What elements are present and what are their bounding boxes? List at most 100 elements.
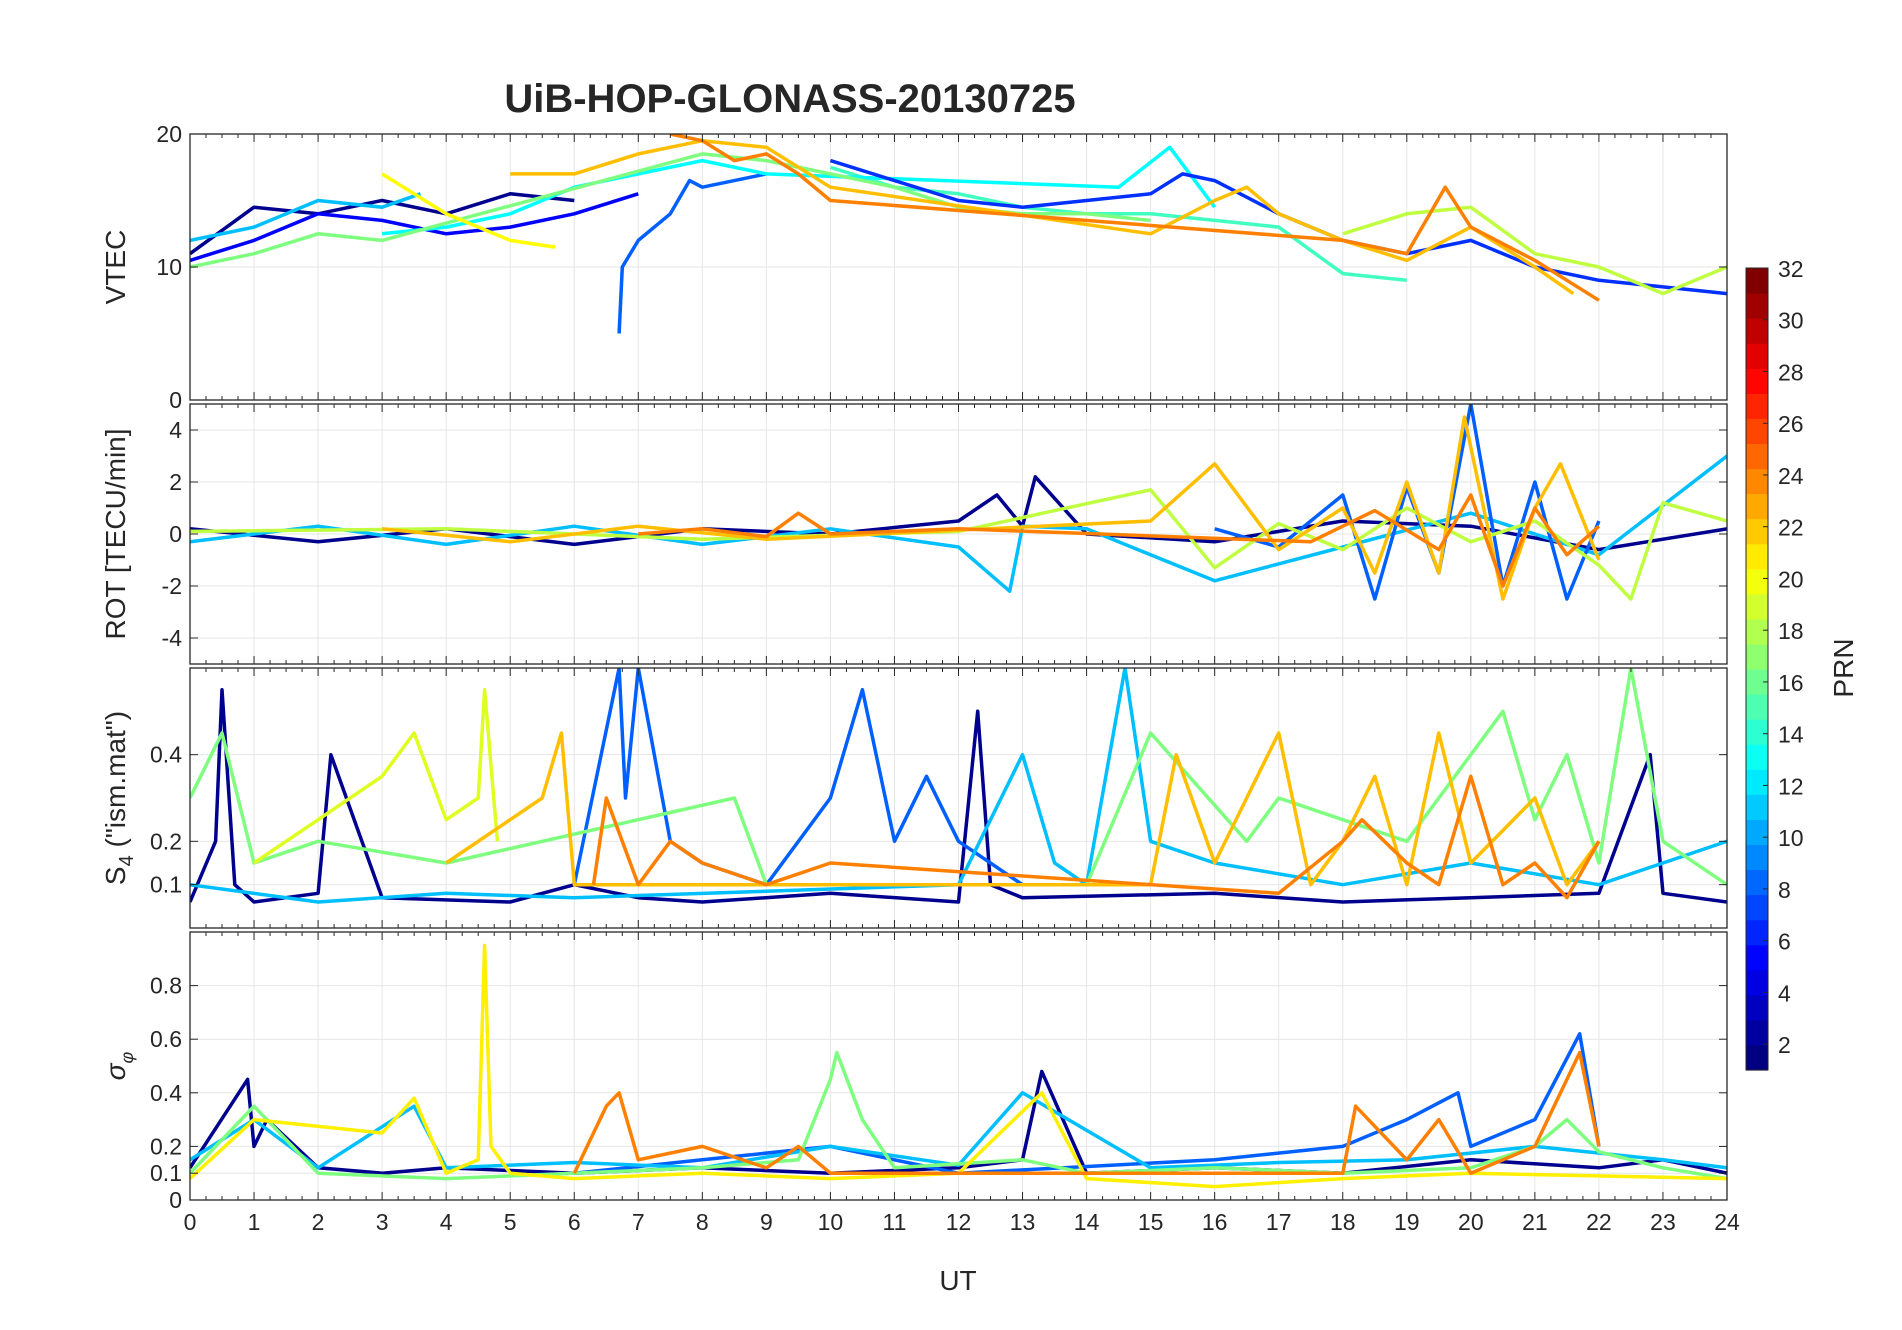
- series-line-2: [190, 1091, 1727, 1170]
- colorbar-tick-label: 8: [1778, 877, 1791, 903]
- y-tick-label: 0.8: [150, 973, 182, 999]
- colorbar-segment: [1746, 368, 1768, 394]
- colorbar-segment: [1746, 468, 1768, 495]
- x-tick-label: 3: [376, 1209, 389, 1235]
- y-tick-label: 0: [169, 387, 182, 413]
- colorbar-segment: [1746, 844, 1768, 871]
- rot-panel: -4 -2 0 2 4 ROT [TECU/min]: [100, 403, 1728, 665]
- colorbar-tick-label: 4: [1778, 980, 1791, 1006]
- colorbar-tick-label: 20: [1778, 566, 1804, 592]
- series-line-5: [572, 1050, 1601, 1175]
- x-tick-label: 16: [1202, 1209, 1228, 1235]
- colorbar-segment: [1746, 593, 1768, 620]
- colorbar-segment: [1746, 969, 1768, 996]
- colorbar-label: PRN: [1828, 638, 1859, 697]
- colorbar-segment: [1746, 744, 1768, 770]
- series-line-4: [190, 943, 1727, 1189]
- colorbar-segment: [1746, 669, 1768, 695]
- series-line-6: [591, 774, 1601, 900]
- series-group: [190, 134, 1727, 334]
- x-tick-label: 18: [1330, 1209, 1356, 1235]
- colorbar-segment: [1746, 894, 1768, 921]
- colorbar-segment: [1746, 443, 1768, 470]
- colorbar-segment: [1746, 769, 1768, 795]
- x-tick-label: 23: [1650, 1209, 1676, 1235]
- x-tick-label: 9: [760, 1209, 773, 1235]
- x-tick-label: 2: [312, 1209, 325, 1235]
- colorbar-segment: [1746, 719, 1768, 745]
- colorbar-segment: [1746, 293, 1768, 319]
- y-tick-label: 0.2: [150, 1133, 182, 1159]
- x-tick-label: 14: [1074, 1209, 1100, 1235]
- y-axis-label: S4 ("ism.mat"): [100, 711, 138, 885]
- colorbar-tick-label: 32: [1778, 256, 1804, 282]
- colorbar-segment: [1746, 318, 1768, 344]
- series-line-0: [190, 687, 1727, 904]
- series-group: [190, 668, 1727, 904]
- colorbar-tick-label: 16: [1778, 670, 1804, 696]
- colorbar-tick-label: 2: [1778, 1032, 1791, 1058]
- y-tick-label: 2: [169, 469, 182, 495]
- x-tick-label: 4: [440, 1209, 453, 1235]
- s4-panel: 0.1 0.2 0.4 S4 ("ism.mat"): [100, 667, 1728, 929]
- series-line-5: [381, 145, 1217, 236]
- series-line-3: [190, 1050, 1727, 1181]
- series-line-0: [190, 192, 575, 256]
- colorbar-tick-label: 28: [1778, 359, 1804, 385]
- colorbar-tick-label: 24: [1778, 463, 1804, 489]
- y-tick-label: 0.4: [150, 742, 182, 768]
- colorbar-tick-label: 6: [1778, 929, 1791, 955]
- series-line-9: [381, 172, 556, 249]
- y-axis-label: σφ: [100, 1051, 137, 1080]
- colorbar-frame: [1745, 267, 1769, 1071]
- colorbar-tick-label: 22: [1778, 515, 1804, 541]
- y-tick-label: 0.6: [150, 1026, 182, 1052]
- colorbar-segment: [1746, 994, 1768, 1021]
- colorbar-segment: [1746, 794, 1768, 820]
- colorbar-segment: [1746, 944, 1768, 971]
- y-tick-label: 0: [169, 1187, 182, 1213]
- colorbar-segment: [1746, 694, 1768, 720]
- y-tick-label: 0: [169, 521, 182, 547]
- colorbar-tick-label: 14: [1778, 722, 1804, 748]
- series-line-2: [617, 172, 767, 334]
- x-tick-label: 13: [1010, 1209, 1036, 1235]
- y-tick-label: 0.1: [150, 872, 182, 898]
- colorbar-segment: [1746, 493, 1768, 520]
- y-tick-label: 0.1: [150, 1160, 182, 1186]
- x-tick-label: 24: [1714, 1209, 1740, 1235]
- x-tick-label: 15: [1138, 1209, 1164, 1235]
- series-line-1: [190, 192, 639, 263]
- vtec-panel: 0 10 20 VTEC: [100, 121, 1728, 413]
- colorbar-tick-label: 10: [1778, 825, 1804, 851]
- colorbar-tick-label: 18: [1778, 618, 1804, 644]
- colorbar-segment: [1746, 643, 1768, 670]
- x-tick-label: 0: [184, 1209, 197, 1235]
- series-line-3: [190, 668, 1727, 887]
- series-group: [190, 943, 1727, 1189]
- colorbar-segment: [1746, 919, 1768, 946]
- colorbar-segment: [1746, 518, 1768, 545]
- x-tick-label: 20: [1458, 1209, 1484, 1235]
- x-tick-label: 12: [946, 1209, 972, 1235]
- colorbar-segment: [1746, 343, 1768, 369]
- y-axis-label: VTEC: [100, 230, 131, 305]
- y-tick-label: 4: [169, 417, 182, 443]
- x-tick-label: 1: [248, 1209, 261, 1235]
- colorbar-segment: [1746, 268, 1768, 294]
- chart-title: UiB-HOP-GLONASS-20130725: [504, 77, 1075, 121]
- series-line-10: [510, 138, 1575, 296]
- x-tick-label: 6: [568, 1209, 581, 1235]
- x-tick-label: 8: [696, 1209, 709, 1235]
- y-tick-label: 0.4: [150, 1080, 182, 1106]
- x-tick-label: 19: [1394, 1209, 1420, 1235]
- x-axis-label: UT: [939, 1265, 976, 1296]
- x-tick-label: 22: [1586, 1209, 1612, 1235]
- series-line-8: [1342, 205, 1727, 296]
- series-line-4: [253, 687, 500, 865]
- series-line-6: [829, 158, 1727, 296]
- x-tick-label: 10: [818, 1209, 844, 1235]
